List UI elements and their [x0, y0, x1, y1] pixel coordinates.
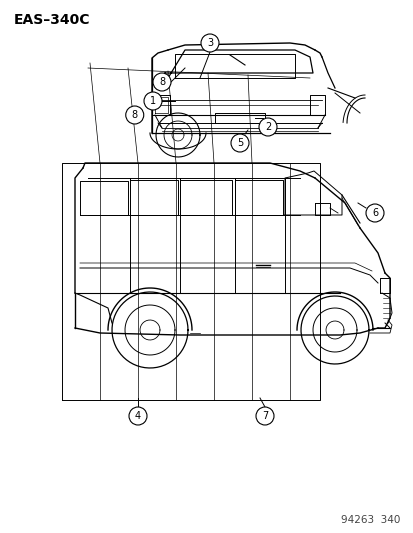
Circle shape [230, 134, 248, 152]
Text: 8: 8 [131, 110, 138, 120]
Text: 8: 8 [159, 77, 165, 87]
Text: 1: 1 [150, 96, 156, 106]
Text: 2: 2 [264, 122, 271, 132]
Circle shape [153, 73, 171, 91]
Circle shape [129, 407, 147, 425]
Circle shape [365, 204, 383, 222]
Text: 94263  340: 94263 340 [340, 515, 399, 525]
Circle shape [144, 92, 161, 110]
Circle shape [126, 106, 143, 124]
Text: 3: 3 [206, 38, 213, 48]
Text: 4: 4 [135, 411, 141, 421]
Text: 7: 7 [261, 411, 268, 421]
Circle shape [259, 118, 276, 136]
Circle shape [255, 407, 273, 425]
Text: EAS–340C: EAS–340C [14, 13, 90, 27]
Circle shape [201, 34, 218, 52]
Text: 6: 6 [371, 208, 377, 218]
Text: 5: 5 [236, 138, 242, 148]
